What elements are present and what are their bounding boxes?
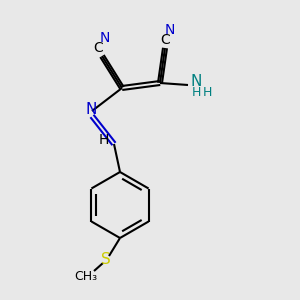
Text: H: H — [202, 86, 212, 100]
Text: S: S — [101, 253, 111, 268]
Text: H: H — [99, 133, 109, 147]
Text: N: N — [85, 101, 97, 116]
Text: C: C — [93, 41, 103, 55]
Text: N: N — [190, 74, 202, 88]
Text: N: N — [100, 31, 110, 45]
Text: CH₃: CH₃ — [74, 269, 98, 283]
Text: C: C — [160, 33, 170, 47]
Text: N: N — [165, 23, 175, 37]
Text: H: H — [191, 86, 201, 100]
